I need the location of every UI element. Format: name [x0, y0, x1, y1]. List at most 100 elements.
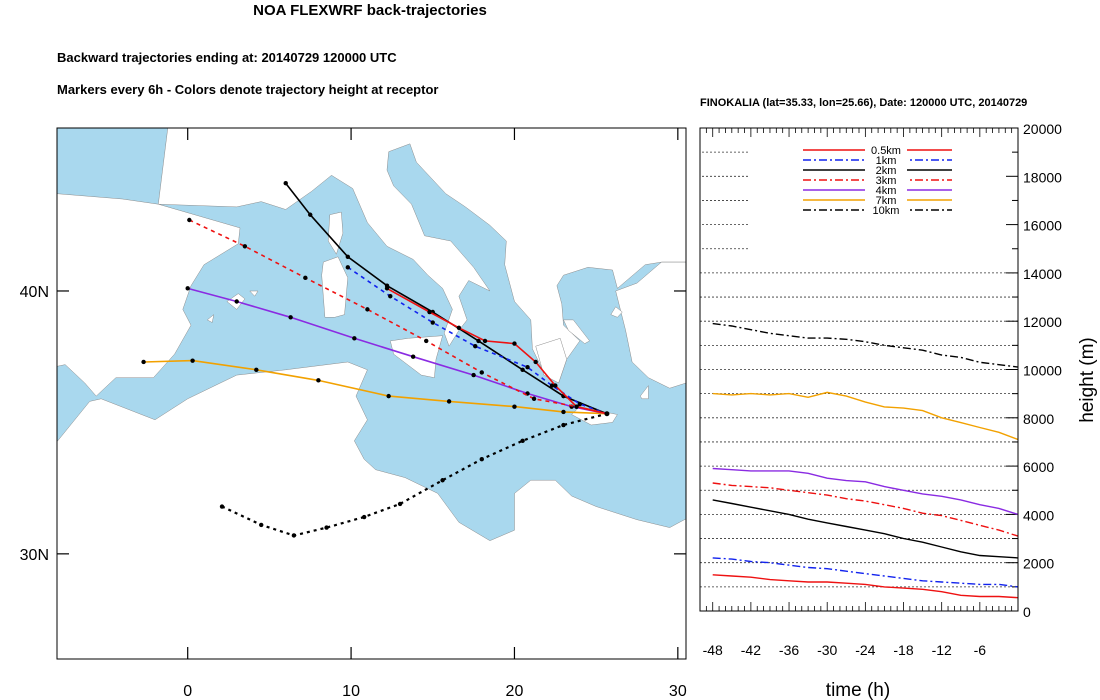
- height-series-1km: [712, 557, 1019, 588]
- trajectory-marker-3km: [531, 396, 537, 401]
- trajectory-marker-4km: [234, 299, 239, 304]
- trajectory-marker-1km: [473, 343, 478, 349]
- height-frame: [699, 127, 1019, 612]
- land-sardinia: [321, 256, 349, 318]
- land-rhodes: [639, 384, 649, 400]
- land-lesvos: [610, 306, 623, 318]
- height-tick-label: 20000: [1023, 121, 1062, 137]
- trajectory-marker-0.5km: [512, 341, 517, 346]
- trajectory-marker-10km: [561, 422, 566, 428]
- time-axis-title: time (h): [826, 680, 890, 700]
- trajectory-marker-0.5km: [456, 325, 462, 330]
- map-frame: [56, 127, 687, 660]
- trajectory-marker-0.5km: [482, 338, 488, 344]
- time-tick-label: -24: [855, 642, 875, 658]
- trajectory-marker-10km: [259, 522, 264, 528]
- lon-tick-label: 10: [342, 683, 360, 700]
- trajectory-marker-2km: [520, 367, 525, 373]
- height-tick-label: 6000: [1023, 459, 1054, 475]
- lon-tick-label: 20: [506, 683, 524, 700]
- trajectory-marker-1km: [430, 320, 435, 325]
- trajectory-marker-7km: [561, 409, 566, 415]
- trajectory-marker-4km: [410, 354, 416, 359]
- land-masses: [57, 128, 686, 659]
- trajectory-marker-0.5km: [533, 359, 538, 365]
- land-ibiza: [206, 313, 215, 323]
- trajectory-marker-0.5km: [384, 286, 390, 291]
- land-sicily: [389, 335, 443, 378]
- trajectory-marker-3km: [187, 217, 192, 223]
- legend-label-3km: 3km: [876, 175, 897, 187]
- trajectory-marker-10km: [397, 501, 403, 507]
- time-tick-label: -30: [817, 642, 837, 658]
- receptor-marker: [604, 411, 610, 417]
- height-panel: -48 -42 -36 -30 -24 -18 -12 -6 0 2000 4000 6000 8000…: [699, 121, 1098, 700]
- height-tick-label: 0: [1023, 604, 1031, 620]
- legend-label-2km: 2km: [876, 165, 897, 177]
- height-series-7km: [712, 391, 1019, 441]
- legend-label-bg: [865, 205, 907, 215]
- trajectory-marker-10km: [361, 514, 367, 520]
- trajectory-marker-10km: [219, 504, 225, 509]
- legend-label-bg: [865, 145, 907, 155]
- trajectory-marker-4km: [288, 315, 293, 320]
- land-evia: [563, 319, 590, 344]
- legend-label-bg: [865, 155, 907, 165]
- trajectory-marker-0.5km: [553, 383, 558, 388]
- legend-label-1km: 1km: [876, 155, 897, 167]
- height-panel-title: FINOKALIA (lat=35.33, lon=25.66), Date: …: [700, 97, 1028, 109]
- height-tick-label: 2000: [1023, 556, 1054, 572]
- trajectory-marker-10km: [324, 525, 329, 530]
- height-tick-label: 10000: [1023, 363, 1062, 379]
- land-anatolia: [615, 261, 686, 389]
- legend-label-0.5km: 0.5km: [871, 145, 901, 157]
- height-tick-label: 8000: [1023, 411, 1054, 427]
- height-series: [712, 322, 1019, 599]
- map-panel: 0 10 20 30 30N 40N: [20, 127, 687, 700]
- legend-label-10km: 10km: [873, 205, 900, 217]
- trajectory-marker-1km: [388, 294, 393, 299]
- trajectory-marker-7km: [254, 367, 259, 373]
- trajectory-marker-1km: [345, 265, 351, 270]
- height-tick-label: 12000: [1023, 314, 1062, 330]
- lat-tick-label: 30N: [20, 547, 49, 564]
- trajectory-marker-7km: [386, 393, 391, 399]
- lon-tick-label: 30: [669, 683, 687, 700]
- trajectory-marker-3km: [479, 370, 484, 375]
- chart-subtitle-markers: Markers every 6h - Colors denote traject…: [57, 82, 439, 97]
- trajectory-marker-10km: [440, 478, 445, 483]
- trajectory-1km: [347, 266, 608, 415]
- trajectory-marker-4km: [352, 336, 357, 341]
- legend-label-bg: [865, 185, 907, 195]
- trajectory-marker-10km: [291, 533, 297, 538]
- trajectory-marker-7km: [190, 358, 195, 363]
- trajectory-marker-4km: [471, 372, 476, 378]
- trajectory-marker-3km: [242, 244, 248, 249]
- height-series-10km: [712, 322, 1019, 368]
- trajectory-marker-4km: [185, 286, 190, 291]
- trajectory-marker-3km: [303, 275, 308, 281]
- legend-label-bg: [865, 175, 907, 185]
- time-tick-label: -48: [703, 642, 723, 658]
- height-series-3km: [712, 482, 1019, 537]
- land-menorca: [249, 290, 259, 297]
- trajectory-marker-2km: [476, 338, 481, 344]
- land-corsica: [327, 211, 344, 255]
- trajectory-marker-0.5km: [427, 309, 432, 315]
- height-ticks: -48 -42 -36 -30 -24 -18 -12 -6 0 2000 4000 6000 8000…: [703, 121, 1063, 658]
- trajectory-marker-7km: [141, 359, 146, 365]
- land-europe: [158, 128, 686, 384]
- legend-label-bg: [865, 165, 907, 175]
- chart-title: NOA FLEXWRF back-trajectories: [253, 2, 487, 19]
- trajectory-marker-1km: [549, 383, 555, 388]
- trajectory-marker-10km: [520, 438, 525, 444]
- trajectory-marker-1km: [577, 401, 583, 407]
- trajectory-marker-3km: [365, 307, 370, 312]
- time-tick-label: -6: [974, 642, 987, 658]
- trajectory-marker-2km: [345, 254, 351, 260]
- land-africa: [57, 361, 686, 659]
- time-tick-label: -12: [932, 642, 952, 658]
- land-iberia: [57, 193, 241, 397]
